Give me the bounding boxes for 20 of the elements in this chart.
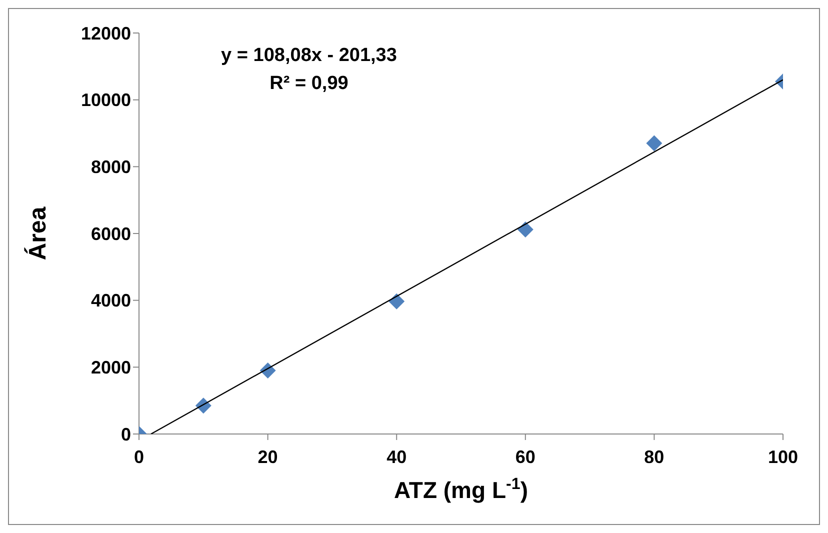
x-tick-label: 100 [768, 446, 798, 467]
x-tick-label: 80 [644, 446, 664, 467]
y-axis-title: Área [24, 206, 52, 260]
y-tick-label: 6000 [90, 224, 131, 244]
annotation: R² = 0,99 [268, 73, 350, 95]
x-tick-label: 0 [134, 446, 144, 467]
y-tick-label: 8000 [90, 157, 131, 178]
point [517, 221, 534, 238]
y-tick-label: 12000 [80, 23, 131, 44]
y-tick-label: 2000 [90, 358, 131, 378]
x-tick-label: 40 [386, 446, 407, 467]
point [646, 135, 662, 152]
x-axis-title: ATZ (mg L$^{-1}$) [394, 475, 528, 503]
y-tick-label: 0 [120, 424, 131, 444]
annotation: y = 108,08x - 201,33 [220, 45, 398, 67]
x-tick-label: 60 [515, 446, 536, 467]
point [388, 293, 405, 310]
y-tick-label: 4000 [90, 290, 131, 311]
x-tick-label: 20 [258, 446, 278, 467]
y-tick-label: 10000 [80, 90, 131, 110]
